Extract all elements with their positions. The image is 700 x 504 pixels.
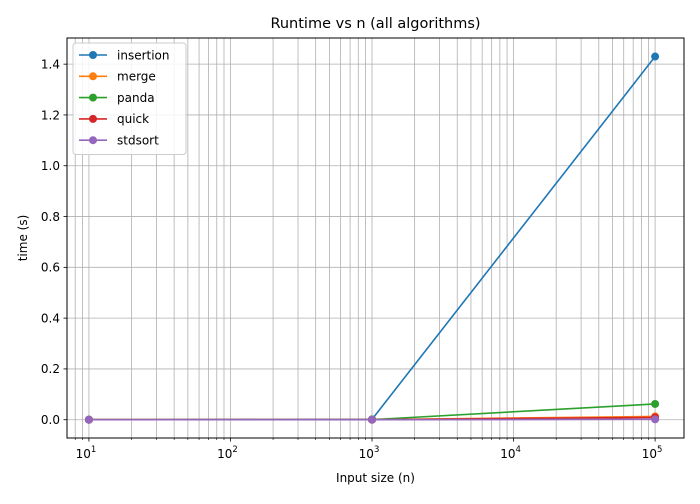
legend-swatch-marker <box>89 72 97 80</box>
y-tick-label: 1.2 <box>41 108 60 122</box>
y-tick-label: 0.8 <box>41 210 60 224</box>
x-tick-label-base: 10 <box>642 447 657 461</box>
x-tick-label-exponent: 1 <box>91 445 96 455</box>
legend-swatch-marker <box>89 51 97 59</box>
data-point-insertion <box>651 53 659 61</box>
x-tick-label-base: 10 <box>359 447 374 461</box>
legend: insertion merge panda quick stdsort <box>73 43 186 155</box>
legend-label: stdsort <box>117 134 159 148</box>
x-axis-label: Input size (n) <box>336 471 415 485</box>
legend-swatch-marker <box>89 94 97 102</box>
legend-label: insertion <box>117 48 170 62</box>
y-tick-label: 0.2 <box>41 362 60 376</box>
legend-label: merge <box>117 70 156 84</box>
data-point-stdsort <box>85 416 93 424</box>
legend-label: quick <box>117 112 149 126</box>
x-tick-label-exponent: 5 <box>657 445 662 455</box>
x-tick-label-exponent: 3 <box>374 445 379 455</box>
data-point-stdsort <box>368 416 376 424</box>
y-tick-label: 1.0 <box>41 159 60 173</box>
data-point-stdsort <box>651 415 659 423</box>
y-tick-label: 0.4 <box>41 311 60 325</box>
x-tick-label-exponent: 2 <box>232 445 237 455</box>
y-tick-label: 0.0 <box>41 413 60 427</box>
y-tick-label: 0.6 <box>41 261 60 275</box>
x-tick-label-base: 10 <box>217 447 232 461</box>
y-tick-label: 1.4 <box>41 57 60 71</box>
y-axis-label: time (s) <box>16 215 30 262</box>
x-tick-label-base: 10 <box>500 447 515 461</box>
legend-swatch-marker <box>89 136 97 144</box>
x-tick-label-base: 10 <box>76 447 91 461</box>
legend-label: panda <box>117 91 155 105</box>
legend-swatch-marker <box>89 115 97 123</box>
data-point-panda <box>651 400 659 408</box>
chart-title: Runtime vs n (all algorithms) <box>270 16 480 32</box>
x-tick-label-exponent: 4 <box>515 445 520 455</box>
